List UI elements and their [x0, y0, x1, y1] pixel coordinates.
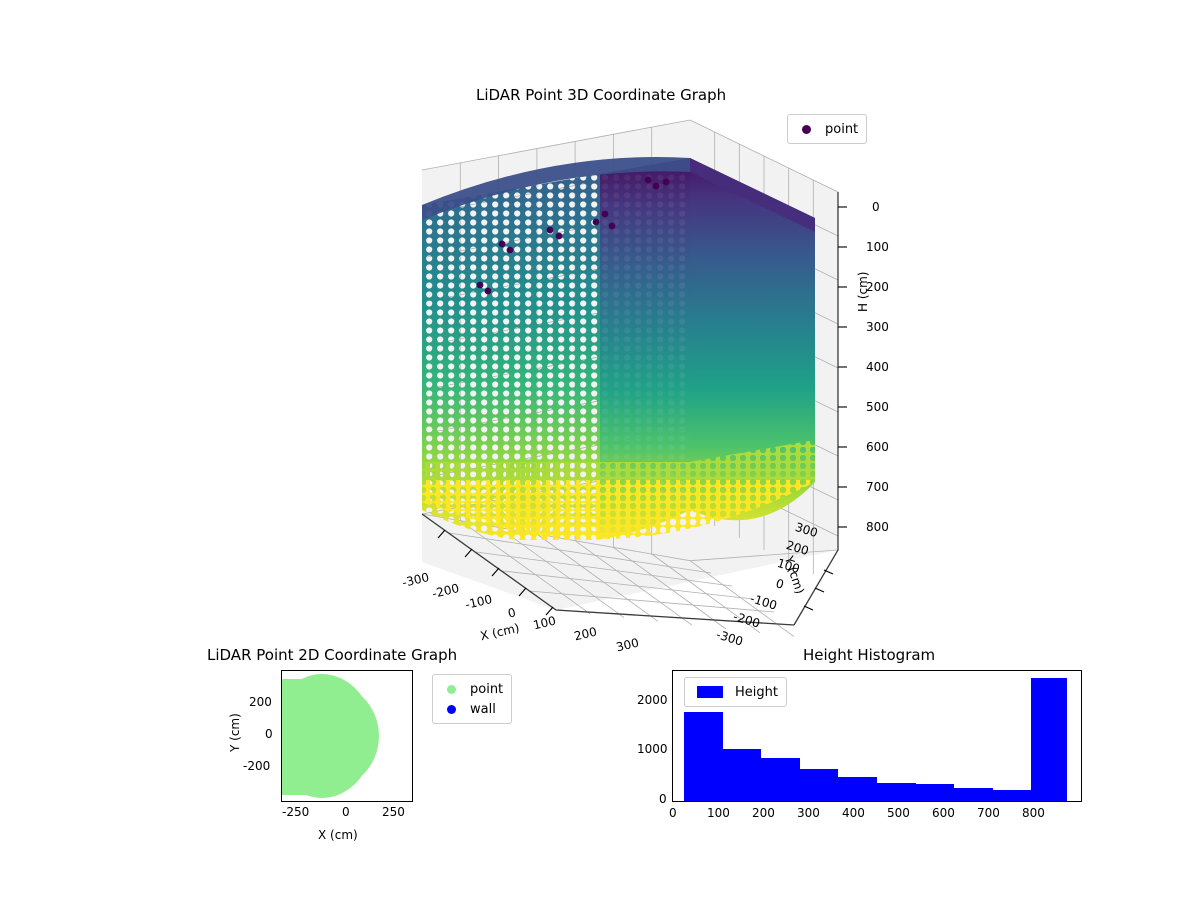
plot2d-xaxis-label: X (cm) [318, 828, 358, 842]
histogram-ytick-1000: 1000 [637, 742, 668, 756]
plot3d-legend[interactable]: point [787, 114, 868, 144]
plot3d-title: LiDAR Point 3D Coordinate Graph [476, 86, 727, 104]
legend-item-point[interactable]: point [796, 119, 858, 139]
plot3d-zaxis-label: H (cm) [856, 271, 870, 313]
histogram-xtick-200: 200 [752, 806, 775, 820]
wall-marker-icon [447, 704, 456, 714]
histogram-bar [684, 711, 723, 801]
histogram-bar [761, 757, 800, 801]
plot3d-axes [360, 110, 900, 650]
histogram-bar [992, 790, 1032, 801]
plot2d-ytick-neg200: -200 [243, 759, 271, 773]
histogram-bar [915, 784, 955, 801]
legend-item-point[interactable]: point [441, 679, 503, 699]
histogram-xtick-600: 600 [932, 806, 955, 820]
plot3d-ztick-4: 400 [866, 360, 889, 374]
plot2d-xtick-0: 0 [342, 805, 350, 819]
plot3d-ztick-0: 0 [872, 200, 880, 214]
histogram-bar [722, 749, 762, 801]
legend-label-point: point [825, 121, 859, 137]
plot3d-ztick-3: 300 [866, 320, 889, 334]
plot2d-xtick-neg250: -250 [282, 805, 310, 819]
plot2d-axes [281, 670, 413, 802]
histogram-ytick-2000: 2000 [637, 693, 668, 707]
histogram-bar [1031, 677, 1068, 801]
histogram-ytick-0: 0 [659, 792, 667, 806]
legend-label-wall: wall [470, 701, 496, 717]
plot3d-ztick-6: 600 [866, 440, 889, 454]
histogram-xtick-800: 800 [1022, 806, 1045, 820]
height-bar-icon [697, 686, 723, 698]
legend-item-height[interactable]: Height [693, 682, 778, 702]
histogram-xtick-300: 300 [797, 806, 820, 820]
histogram-legend[interactable]: Height [684, 677, 787, 707]
point-marker-icon [447, 684, 456, 694]
plot3d-ztick-8: 800 [866, 520, 889, 534]
histogram-xtick-400: 400 [842, 806, 865, 820]
plot2d-yaxis-label: Y (cm) [228, 713, 242, 752]
histogram-bar [954, 788, 993, 801]
histogram-bar [838, 776, 877, 801]
plot3d-ztick-5: 500 [866, 400, 889, 414]
plot3d-ztick-1: 100 [866, 240, 889, 254]
plot2d-title: LiDAR Point 2D Coordinate Graph [207, 646, 458, 664]
legend-item-wall[interactable]: wall [441, 699, 503, 719]
histogram-title: Height Histogram [803, 646, 936, 664]
plot2d-legend[interactable]: point wall [432, 674, 513, 724]
histogram-xtick-100: 100 [707, 806, 730, 820]
histogram-xtick-700: 700 [977, 806, 1000, 820]
plot2d-ytick-0: 0 [265, 727, 273, 741]
plot3d-ztick-2: 200 [866, 280, 889, 294]
legend-label-height: Height [735, 684, 778, 700]
plot2d-xtick-250: 250 [382, 805, 405, 819]
histogram-bar [799, 769, 839, 801]
histogram-bar [877, 782, 916, 801]
legend-label-point: point [470, 681, 504, 697]
histogram-xtick-0: 0 [669, 806, 677, 820]
point-marker-icon [802, 124, 811, 134]
histogram-xtick-500: 500 [887, 806, 910, 820]
plot3d-ztick-7: 700 [866, 480, 889, 494]
plot2d-ytick-200: 200 [249, 695, 272, 709]
